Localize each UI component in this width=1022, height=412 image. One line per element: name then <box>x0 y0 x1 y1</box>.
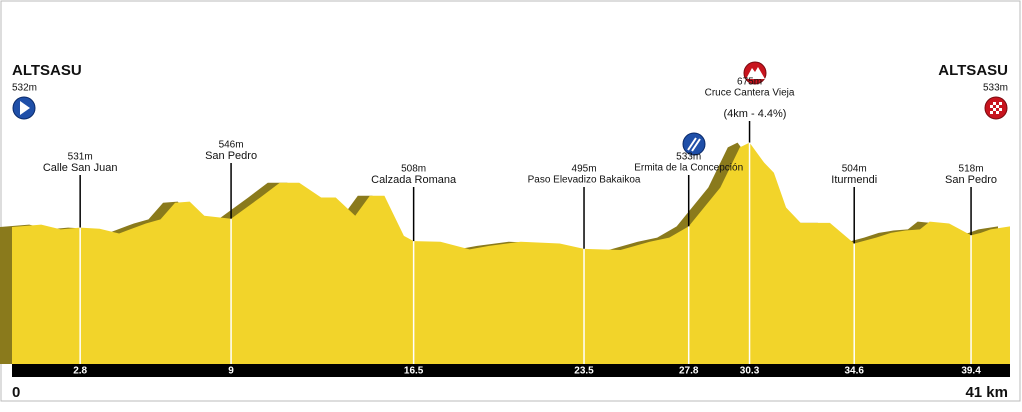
sprint-icon <box>682 132 706 156</box>
marker-name: Calzada Romana <box>371 174 457 186</box>
climb-note: (4km - 4.4%) <box>724 108 787 120</box>
start-name: ALTSASU <box>12 62 82 79</box>
marker-name: Cruce Cantera Vieja <box>705 88 795 99</box>
x-tick-label: 23.5 <box>574 366 594 377</box>
marker-name: Calle San Juan <box>43 162 118 174</box>
marker-name: Paso Elevadizo Bakaikoa <box>528 175 641 186</box>
axis-end-label: 0 <box>12 384 20 401</box>
marker-elevation: 533m <box>676 152 701 163</box>
marker-name: San Pedro <box>945 174 997 186</box>
frame <box>0 0 1021 402</box>
marker-elevation: 504m <box>842 164 867 175</box>
marker-elevation: 495m <box>572 164 597 175</box>
start-icon <box>12 96 36 120</box>
x-tick-label: 34.6 <box>844 366 864 377</box>
climb-icon <box>743 61 767 85</box>
marker-elevation: 531m <box>68 152 93 163</box>
finish-icon <box>984 96 1008 120</box>
x-tick-label: 9 <box>228 366 234 377</box>
marker-name: Iturmendi <box>831 174 877 186</box>
axis-end-label: 41 km <box>965 384 1008 401</box>
marker-name: San Pedro <box>205 150 257 162</box>
marker-elevation: 675m <box>737 77 762 88</box>
profile <box>12 142 1010 364</box>
finish-name: ALTSASU <box>938 62 1008 79</box>
profile-layer <box>0 142 1010 364</box>
start-elevation: 532m <box>12 83 37 94</box>
distance-bar <box>12 364 1010 377</box>
x-tick-label: 2.8 <box>73 366 87 377</box>
x-tick-label: 39.4 <box>961 366 981 377</box>
marker-elevation: 518m <box>959 164 984 175</box>
x-tick-label: 16.5 <box>404 366 424 377</box>
marker-elevation: 508m <box>401 164 426 175</box>
marker-elevation: 546m <box>219 140 244 151</box>
x-tick-label: 30.3 <box>740 366 760 377</box>
marker-name: Ermita de la Concepción <box>634 163 743 174</box>
x-tick-label: 27.8 <box>679 366 699 377</box>
finish-elevation: 533m <box>983 83 1008 94</box>
